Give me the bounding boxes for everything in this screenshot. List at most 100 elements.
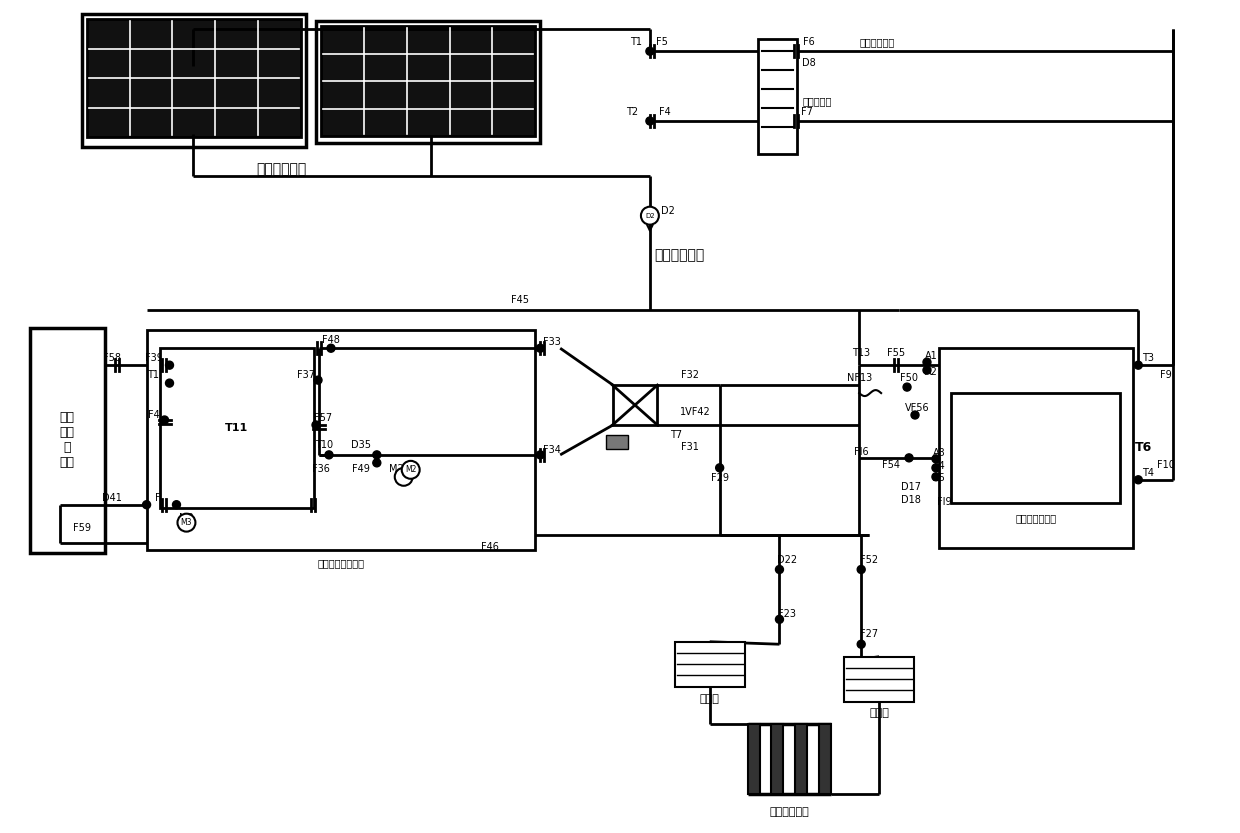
Circle shape — [911, 411, 919, 419]
Circle shape — [165, 362, 174, 369]
Text: F40: F40 — [155, 493, 172, 503]
Text: A1: A1 — [925, 352, 937, 362]
Text: VF56: VF56 — [905, 403, 929, 413]
Circle shape — [143, 501, 150, 509]
Text: 1VF42: 1VF42 — [681, 407, 711, 417]
Text: D35: D35 — [351, 440, 371, 450]
Circle shape — [641, 207, 658, 225]
Text: M3: M3 — [181, 518, 192, 527]
Circle shape — [932, 455, 940, 463]
Circle shape — [177, 514, 196, 531]
Text: 板式换热器: 板式换热器 — [802, 97, 832, 107]
Text: F58: F58 — [103, 353, 120, 363]
Circle shape — [923, 358, 931, 367]
Text: A3: A3 — [932, 448, 945, 458]
Text: D22: D22 — [777, 555, 797, 565]
Circle shape — [646, 117, 653, 125]
Text: A5: A5 — [932, 473, 945, 483]
Text: F31: F31 — [681, 441, 698, 451]
Text: D8: D8 — [802, 58, 816, 68]
Circle shape — [325, 451, 334, 459]
Circle shape — [373, 459, 381, 466]
Text: F29: F29 — [711, 473, 729, 483]
Circle shape — [646, 47, 653, 55]
Text: F34: F34 — [543, 445, 562, 455]
Bar — [160, 348, 314, 507]
Text: 用户
热交
换
装置: 用户 热交 换 装置 — [60, 412, 74, 470]
Bar — [613, 385, 657, 425]
Circle shape — [857, 641, 866, 648]
Text: T1: T1 — [630, 37, 642, 47]
Circle shape — [160, 416, 169, 424]
Text: A4: A4 — [932, 461, 945, 471]
Circle shape — [715, 464, 724, 471]
Text: F43: F43 — [148, 410, 165, 420]
Circle shape — [536, 451, 544, 459]
Text: NF13: NF13 — [847, 373, 872, 383]
Text: D41: D41 — [102, 493, 122, 503]
Circle shape — [536, 344, 544, 352]
Circle shape — [775, 566, 784, 573]
Text: T7: T7 — [670, 430, 682, 440]
Text: F7: F7 — [801, 107, 813, 117]
Text: F9: F9 — [1161, 370, 1172, 380]
Text: D2: D2 — [645, 212, 655, 219]
Text: F23: F23 — [779, 609, 796, 620]
Text: M2: M2 — [405, 466, 417, 474]
Text: F54: F54 — [882, 460, 900, 470]
Bar — [146, 331, 536, 550]
Circle shape — [905, 454, 913, 461]
Bar — [82, 14, 306, 147]
Text: M3: M3 — [179, 512, 193, 522]
Text: D18: D18 — [901, 495, 921, 505]
Bar — [606, 435, 627, 449]
Text: F55: F55 — [887, 348, 905, 358]
Bar — [748, 724, 760, 794]
Text: F27: F27 — [861, 629, 878, 639]
Text: T4: T4 — [1142, 468, 1154, 478]
Text: FI9: FI9 — [936, 496, 951, 506]
Circle shape — [932, 473, 940, 481]
Text: F39: F39 — [145, 353, 162, 363]
Bar — [939, 348, 1133, 547]
Circle shape — [1135, 362, 1142, 369]
Bar — [758, 39, 797, 154]
Bar — [675, 641, 744, 686]
Circle shape — [923, 367, 931, 374]
Text: F49: F49 — [352, 464, 370, 474]
Text: T6: T6 — [1135, 441, 1152, 454]
Text: F36: F36 — [312, 464, 330, 474]
Circle shape — [402, 461, 419, 479]
Bar — [795, 724, 807, 794]
Text: F37: F37 — [298, 370, 315, 380]
Text: FI6: FI6 — [854, 446, 868, 456]
Circle shape — [314, 377, 322, 384]
Circle shape — [172, 501, 181, 509]
Text: 分水器: 分水器 — [699, 694, 719, 704]
Text: A2: A2 — [925, 367, 937, 377]
Circle shape — [312, 421, 320, 429]
Text: T3: T3 — [1142, 353, 1154, 363]
Circle shape — [903, 383, 911, 391]
Circle shape — [373, 451, 381, 459]
Circle shape — [857, 566, 866, 573]
Bar — [771, 724, 784, 794]
Text: F32: F32 — [681, 370, 699, 380]
Circle shape — [1135, 476, 1142, 484]
Text: T12: T12 — [148, 370, 166, 380]
Bar — [87, 19, 301, 137]
Text: 太阳能蓄热水算: 太阳能蓄热水算 — [1016, 514, 1056, 524]
Circle shape — [394, 468, 413, 486]
Bar — [321, 27, 536, 136]
Text: 太阳能蓄热泵: 太阳能蓄热泵 — [859, 37, 894, 47]
Text: 太阳能集热器: 太阳能集热器 — [255, 162, 306, 176]
Bar — [844, 656, 914, 701]
Circle shape — [165, 379, 174, 387]
Text: F57: F57 — [314, 413, 332, 423]
Text: 集水器: 集水器 — [869, 709, 889, 719]
Text: F45: F45 — [511, 296, 529, 306]
Text: F46: F46 — [481, 541, 500, 551]
Text: D2: D2 — [661, 206, 675, 216]
Text: 太阳能取热泵: 太阳能取热泵 — [655, 248, 704, 262]
Circle shape — [646, 212, 653, 220]
